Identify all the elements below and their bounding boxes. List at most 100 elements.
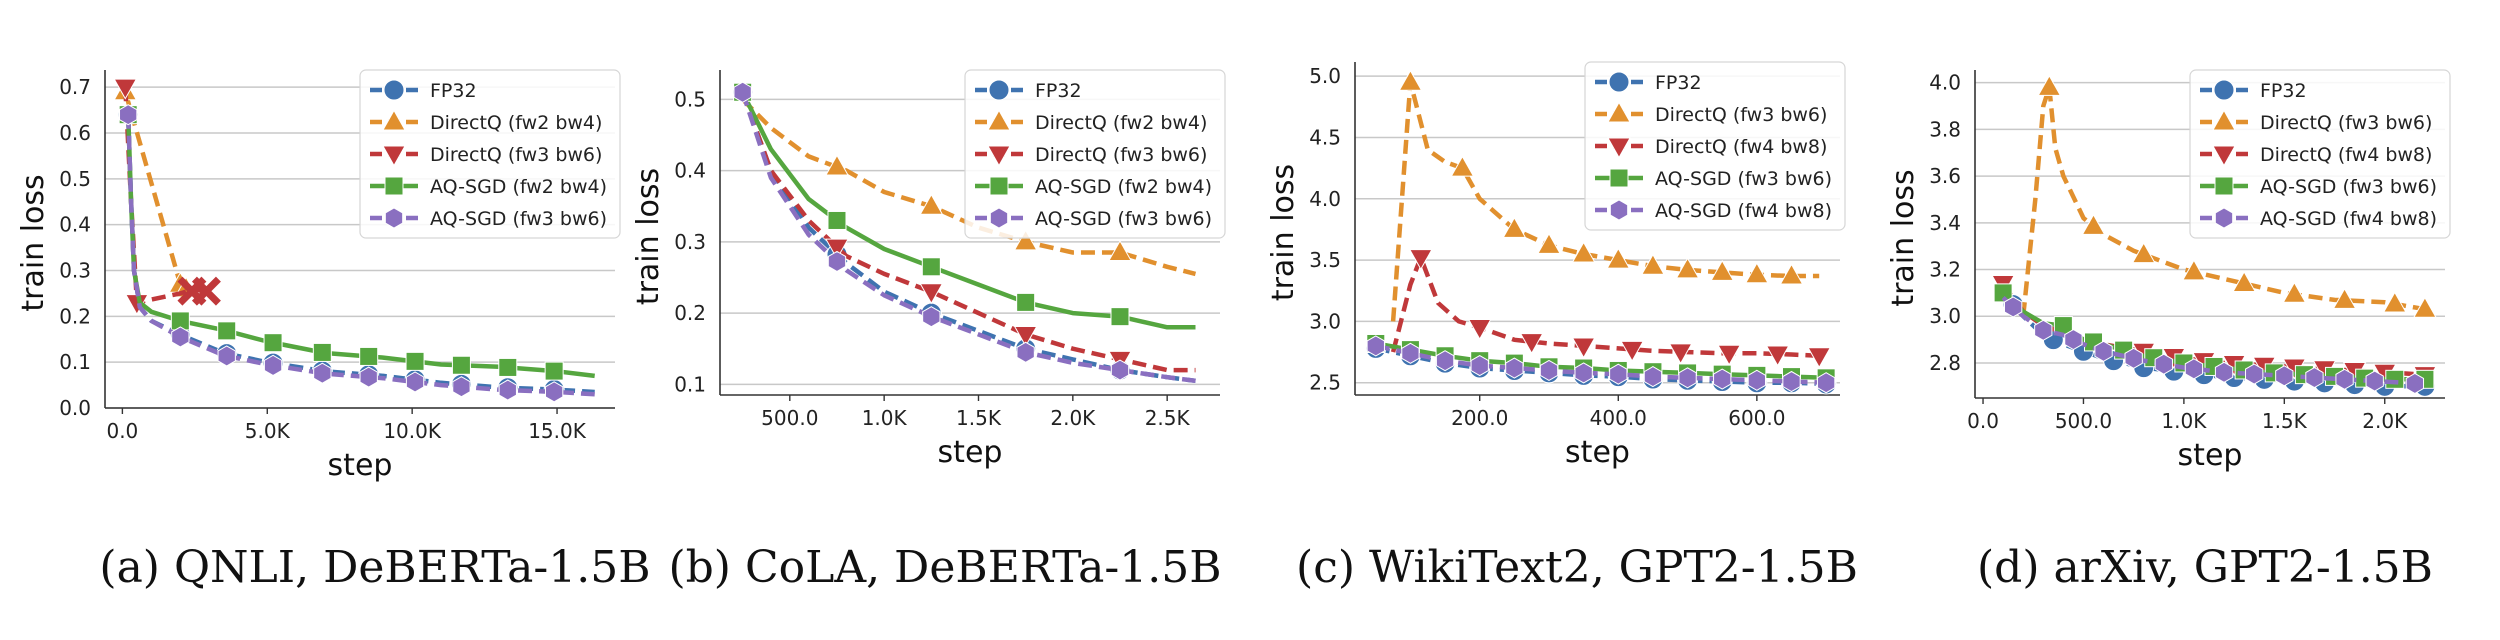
data-point bbox=[922, 306, 941, 328]
legend-marker bbox=[382, 145, 406, 167]
data-point bbox=[119, 104, 138, 126]
legend-label: FP32 bbox=[2260, 80, 2307, 102]
y-tick-label: 3.2 bbox=[1929, 258, 1961, 282]
data-point bbox=[825, 154, 849, 176]
legend-label: AQ-SGD (fw4 bw8) bbox=[2260, 208, 2437, 230]
data-point bbox=[1470, 354, 1489, 377]
y-tick-label: 0.5 bbox=[674, 87, 706, 111]
legend-label: AQ-SGD (fw3 bw6) bbox=[2260, 176, 2437, 198]
data-point bbox=[825, 238, 849, 260]
data-point-x-marker bbox=[191, 276, 221, 306]
legend-box bbox=[1584, 61, 1846, 231]
y-axis-label: train loss bbox=[16, 174, 51, 311]
data-point bbox=[1745, 262, 1769, 284]
x-tick-label: 10.0K bbox=[383, 419, 442, 443]
data-point bbox=[263, 333, 283, 353]
series-directq-fw4-bw8- bbox=[1390, 249, 1832, 369]
legend-marker bbox=[383, 79, 405, 101]
data-point bbox=[1401, 342, 1420, 364]
legend-entry: DirectQ (fw3 bw6) bbox=[975, 144, 1207, 167]
legend-label: DirectQ (fw4 bw8) bbox=[1655, 136, 1827, 158]
legend-marker bbox=[382, 109, 406, 131]
y-tick-label: 4.5 bbox=[1309, 125, 1341, 149]
x-tick-label: 0.0 bbox=[1967, 409, 1999, 433]
data-point bbox=[2004, 296, 2023, 318]
data-point bbox=[1450, 155, 1475, 177]
data-point bbox=[171, 326, 190, 348]
legend-marker bbox=[989, 176, 1009, 196]
legend: FP32 DirectQ (fw3 bw6) DirectQ (fw4 bw8) AQ… bbox=[1584, 61, 1846, 231]
data-point bbox=[1108, 240, 1132, 262]
data-point bbox=[544, 381, 564, 403]
x-tick-label: 500.0 bbox=[2055, 409, 2112, 433]
data-point bbox=[2405, 372, 2425, 394]
data-point bbox=[2131, 242, 2156, 264]
data-point bbox=[1016, 341, 1035, 363]
legend-label: AQ-SGD (fw2 bw4) bbox=[430, 176, 607, 198]
legend-marker bbox=[989, 207, 1009, 229]
data-point bbox=[1016, 292, 1036, 312]
y-axis-label: train loss bbox=[1266, 164, 1301, 301]
data-point bbox=[2275, 365, 2294, 387]
data-point bbox=[2182, 259, 2206, 281]
legend-entry: DirectQ (fw3 bw6) bbox=[1595, 101, 1827, 126]
legend-label: FP32 bbox=[430, 80, 477, 102]
y-tick-label: 0.0 bbox=[59, 396, 91, 420]
series-line bbox=[740, 91, 1196, 373]
data-point bbox=[2094, 340, 2113, 362]
legend-entry: AQ-SGD (fw3 bw6) bbox=[975, 207, 1212, 230]
data-point bbox=[405, 371, 425, 393]
data-point bbox=[1505, 357, 1524, 379]
legend-entry: AQ-SGD (fw4 bw8) bbox=[2200, 207, 2437, 230]
data-point bbox=[2305, 366, 2324, 389]
legend-marker bbox=[1609, 199, 1629, 221]
data-point bbox=[1609, 363, 1628, 385]
series-line bbox=[1390, 255, 1820, 359]
data-point bbox=[827, 210, 847, 230]
legend-label: DirectQ (fw2 bw4) bbox=[430, 112, 602, 134]
data-point bbox=[498, 357, 518, 377]
series-line bbox=[125, 114, 595, 397]
y-tick-label: 2.5 bbox=[1309, 371, 1341, 395]
y-tick-label: 2.8 bbox=[1929, 351, 1961, 375]
y-tick-label: 3.8 bbox=[1929, 117, 1961, 141]
data-point bbox=[1110, 307, 1130, 327]
legend-label: DirectQ (fw4 bw8) bbox=[2260, 144, 2432, 166]
y-axis-label: train loss bbox=[1886, 169, 1921, 306]
data-point bbox=[919, 283, 944, 305]
data-point bbox=[1779, 263, 1804, 285]
x-axis-label: step bbox=[1565, 435, 1630, 470]
legend-entry: FP32 bbox=[370, 79, 477, 102]
y-tick-label: 4.0 bbox=[1309, 187, 1341, 211]
data-point bbox=[1675, 257, 1700, 279]
legend-marker bbox=[987, 145, 1011, 167]
x-tick-label: 400.0 bbox=[1590, 406, 1647, 430]
legend-entry: FP32 bbox=[975, 79, 1082, 102]
legend-label: AQ-SGD (fw3 bw6) bbox=[430, 208, 607, 230]
series-directq-fw3-bw6- bbox=[740, 91, 1196, 373]
x-tick-label: 200.0 bbox=[1451, 406, 1508, 430]
data-point bbox=[1467, 319, 1492, 341]
data-point bbox=[1713, 368, 1732, 390]
legend-label: AQ-SGD (fw3 bw6) bbox=[1655, 168, 1832, 190]
legend-marker bbox=[2213, 79, 2235, 101]
data-point bbox=[1620, 340, 1644, 362]
y-tick-label: 0.3 bbox=[59, 259, 91, 283]
data-point bbox=[312, 342, 332, 362]
data-point bbox=[1539, 359, 1559, 382]
data-point bbox=[1366, 335, 1385, 357]
y-tick-label: 0.6 bbox=[59, 121, 91, 145]
y-tick-label: 0.1 bbox=[674, 372, 706, 396]
legend-entry: DirectQ (fw3 bw6) bbox=[370, 144, 602, 167]
data-point bbox=[2154, 353, 2173, 375]
x-tick-label: 15.0K bbox=[528, 419, 587, 443]
data-point bbox=[217, 345, 236, 367]
data-point bbox=[2365, 370, 2384, 392]
x-tick-label: 5.0K bbox=[245, 419, 291, 443]
data-point bbox=[921, 257, 941, 277]
legend-label: FP32 bbox=[1035, 80, 1082, 102]
legend-marker bbox=[2212, 145, 2236, 167]
data-point bbox=[544, 361, 564, 381]
series-directq-fw2-bw4- bbox=[741, 97, 1197, 277]
y-tick-label: 3.0 bbox=[1309, 309, 1341, 333]
